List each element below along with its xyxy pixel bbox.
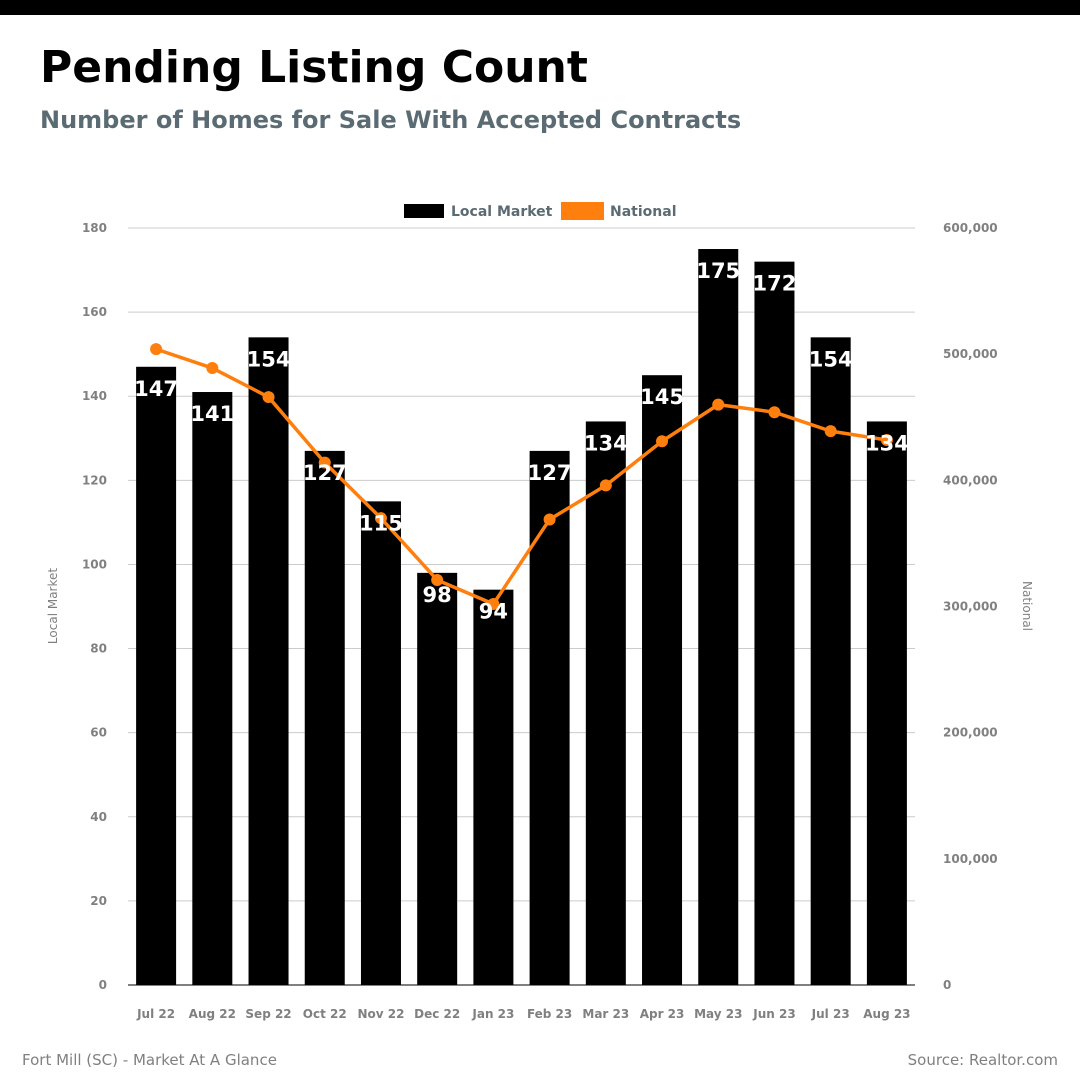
bar-value-label: 145 [640, 385, 684, 409]
x-tick-label: Sep 22 [245, 1007, 291, 1021]
top-bar [0, 0, 1080, 15]
x-tick-label: Jun 23 [752, 1007, 795, 1021]
bar [810, 337, 851, 985]
y-tick-label: 120 [82, 473, 107, 487]
bar-value-label: 154 [809, 347, 853, 371]
legend-label-local: Local Market [451, 204, 553, 220]
y2-tick-label: 200,000 [943, 726, 998, 740]
x-tick-label: Jul 22 [136, 1007, 175, 1021]
bar-value-label: 134 [584, 431, 628, 455]
bar-value-label: 134 [865, 431, 909, 455]
national-point [656, 435, 669, 448]
national-point [431, 574, 444, 587]
bar [585, 421, 626, 985]
bar-value-label: 115 [359, 511, 403, 535]
y-tick-label: 60 [90, 726, 107, 740]
y-axis-title: Local Market [46, 568, 60, 644]
national-point [768, 406, 781, 419]
pending-listing-chart: 0 20 40 60 80 100 120 140 160 180 0 100,000 200,000 3… [46, 202, 1034, 1021]
y-tick-label: 160 [82, 305, 107, 319]
footer-source: Source: Realtor.com [907, 1051, 1058, 1069]
y2-tick-label: 300,000 [943, 600, 998, 614]
x-tick-label: May 23 [694, 1007, 742, 1021]
x-tick-label: Nov 22 [357, 1007, 404, 1021]
x-tick-label: Dec 22 [414, 1007, 460, 1021]
national-point [487, 597, 500, 610]
bar-value-label: 141 [190, 402, 234, 426]
bar-value-label: 127 [528, 461, 572, 485]
x-tick-label: Feb 23 [527, 1007, 572, 1021]
legend-label-national: National [610, 204, 677, 220]
bar-value-label: 98 [423, 583, 452, 607]
x-tick-label: Mar 23 [582, 1007, 629, 1021]
legend-swatch-local [404, 204, 444, 218]
y2-tick-label: 100,000 [943, 852, 998, 866]
national-point [262, 391, 275, 404]
x-tick-label: Oct 22 [303, 1007, 347, 1021]
national-line [155, 347, 888, 606]
page-title: Pending Listing Count [40, 42, 588, 93]
national-point [880, 433, 893, 446]
y-tick-label: 100 [82, 557, 107, 571]
bar [136, 366, 177, 985]
national-point [318, 456, 331, 469]
y-tick-label: 80 [90, 642, 107, 656]
y2-tick-label: 0 [943, 978, 951, 992]
x-tick-label: Aug 22 [189, 1007, 236, 1021]
y-tick-label: 40 [90, 810, 107, 824]
bar-value-label: 127 [303, 461, 347, 485]
bar [754, 261, 795, 986]
national-point [599, 479, 612, 492]
bar [473, 589, 514, 985]
bar [192, 392, 233, 985]
bar [360, 501, 401, 985]
national-point [150, 343, 163, 356]
x-tick-label: Aug 23 [863, 1007, 910, 1021]
page-subtitle: Number of Homes for Sale With Accepted C… [40, 106, 742, 134]
bar [304, 450, 345, 986]
x-tick-label: Apr 23 [640, 1007, 685, 1021]
y-tick-label: 140 [82, 389, 107, 403]
footer-market-label: Fort Mill (SC) - Market At A Glance [22, 1051, 277, 1069]
national-point [824, 425, 837, 438]
bar [417, 572, 458, 985]
y2-axis-title: National [1020, 581, 1034, 631]
bar-value-label: 147 [134, 377, 178, 401]
bar-value-label: 154 [247, 347, 291, 371]
bar [866, 421, 907, 985]
bar [698, 249, 739, 985]
legend-swatch-national [561, 202, 604, 220]
y-tick-label: 180 [82, 221, 107, 235]
y2-tick-label: 400,000 [943, 473, 998, 487]
national-point [543, 513, 556, 526]
bar [529, 450, 570, 986]
national-point [374, 512, 387, 525]
national-point [206, 362, 219, 375]
bar [642, 375, 683, 985]
x-tick-label: Jul 23 [811, 1007, 850, 1021]
y-tick-label: 20 [90, 894, 107, 908]
y2-tick-label: 600,000 [943, 221, 998, 235]
national-point [712, 398, 725, 411]
bar-value-label: 94 [479, 600, 508, 624]
bar-value-label: 172 [753, 272, 797, 296]
y-tick-label: 0 [99, 978, 107, 992]
x-tick-label: Jan 23 [471, 1007, 514, 1021]
bar [248, 337, 289, 985]
bar-value-label: 175 [696, 259, 740, 283]
y2-tick-label: 500,000 [943, 347, 998, 361]
